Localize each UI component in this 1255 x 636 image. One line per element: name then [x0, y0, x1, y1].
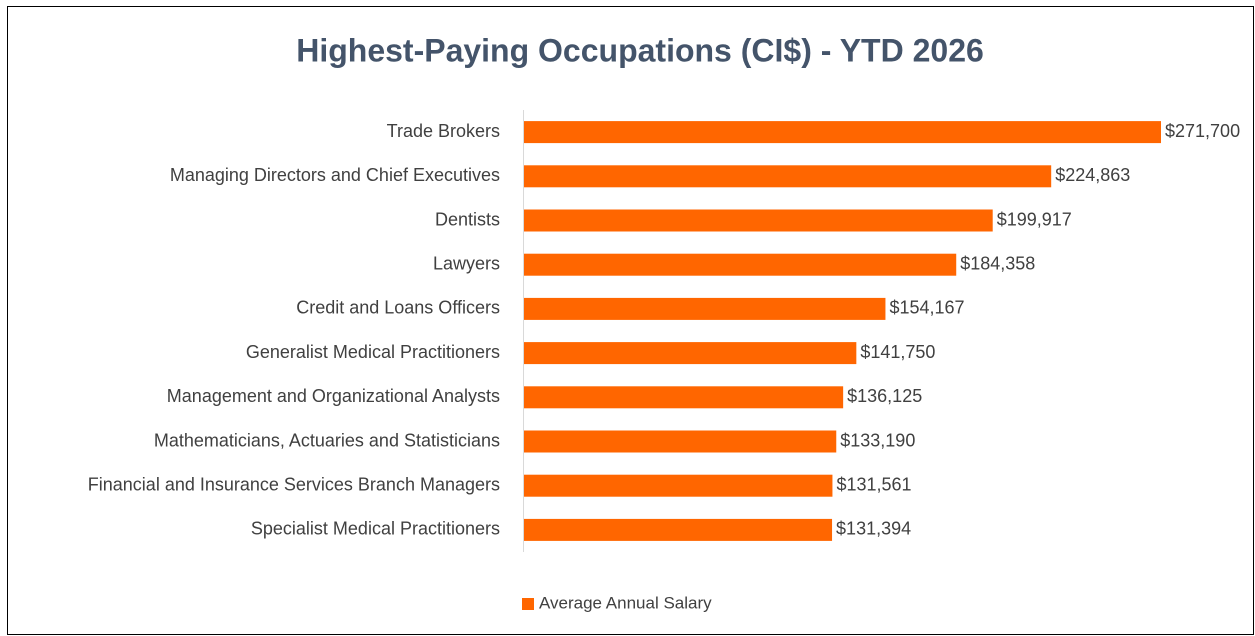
category-label: Lawyers: [433, 253, 500, 273]
category-label: Trade Brokers: [387, 121, 500, 141]
category-label: Dentists: [435, 209, 500, 229]
bar: [524, 121, 1161, 144]
bar: [524, 253, 957, 276]
data-label: $133,190: [840, 430, 915, 450]
bar: [524, 297, 886, 320]
bar: [524, 342, 857, 365]
bar: [524, 209, 993, 232]
bar: [524, 386, 844, 409]
bar: [524, 474, 833, 497]
category-label: Specialist Medical Practitioners: [251, 519, 500, 539]
category-label: Financial and Insurance Services Branch …: [88, 474, 500, 494]
data-label: $136,125: [847, 386, 922, 406]
legend-swatch: [522, 598, 534, 610]
category-label: Management and Organizational Analysts: [167, 386, 500, 406]
bar: [524, 165, 1052, 188]
bar: [524, 430, 837, 453]
data-label: $131,394: [836, 519, 911, 539]
category-label: Managing Directors and Chief Executives: [170, 165, 500, 185]
data-label: $154,167: [889, 298, 964, 318]
category-label: Generalist Medical Practitioners: [246, 342, 500, 362]
category-label: Mathematicians, Actuaries and Statistici…: [154, 430, 500, 450]
data-label: $184,358: [960, 253, 1035, 273]
data-label: $224,863: [1055, 165, 1130, 185]
data-label: $131,561: [836, 474, 911, 494]
data-label: $271,700: [1165, 121, 1240, 141]
legend-label: Average Annual Salary: [539, 593, 712, 612]
category-label: Credit and Loans Officers: [296, 298, 500, 318]
data-label: $199,917: [997, 209, 1072, 229]
chart-title: Highest-Paying Occupations (CI$) - YTD 2…: [296, 32, 984, 68]
data-label: $141,750: [860, 342, 935, 362]
bar: [524, 518, 833, 541]
